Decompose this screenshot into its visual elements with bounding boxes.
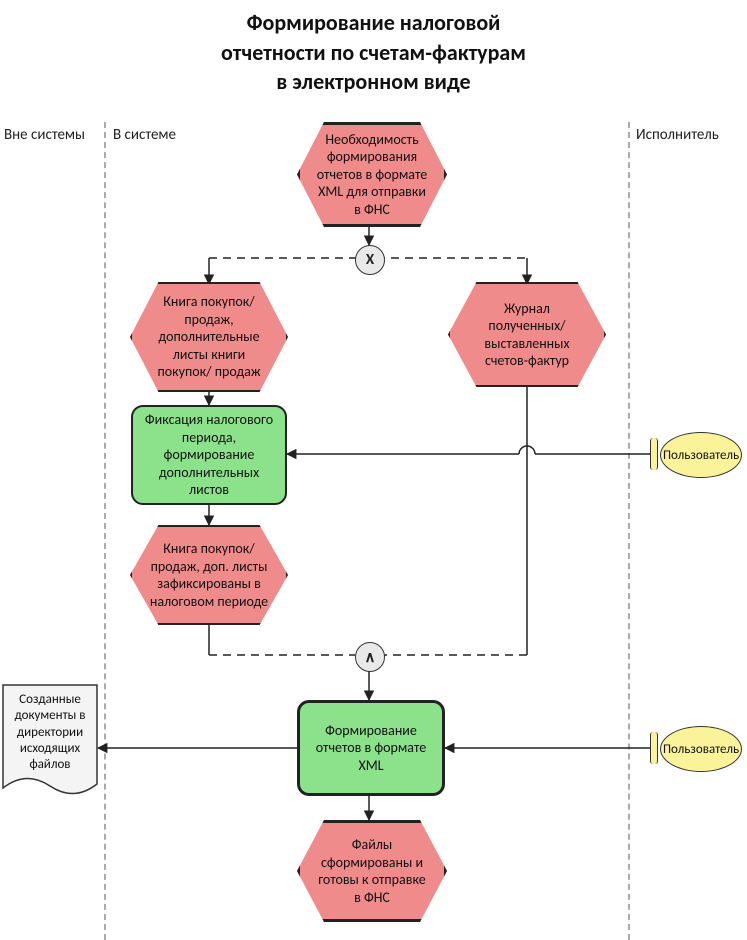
event-journal: Журнал полученных/ выставленных счетов-ф… (448, 282, 606, 387)
title-line2: отчетности по счетам-фактурам (221, 39, 526, 66)
event-fixed: Книга покупок/ продаж, доп. листы зафикс… (130, 525, 288, 625)
document-output-text: Созданные документы в директории исходящ… (15, 692, 86, 772)
lane-border-1 (104, 122, 106, 940)
process-tax-period: Фиксация налогового периода, формировани… (131, 405, 287, 505)
document-output: Созданные документы в директории исходящ… (2, 684, 98, 800)
lane-label-executor: Исполнитель (636, 126, 719, 144)
title-line3: в электронном виде (276, 68, 470, 95)
gateway-and-symbol: ∧ (365, 648, 376, 667)
event-end-text: Файлы сформированы и готовы к отправке в… (316, 836, 428, 906)
lane-border-2 (628, 122, 630, 940)
process-tax-period-text: Фиксация налогового периода, формировани… (143, 411, 275, 499)
event-fixed-text: Книга покупок/ продаж, доп. листы зафикс… (148, 540, 270, 610)
actor-user-1: Пользователь (660, 432, 742, 478)
gateway-and: ∧ (355, 642, 385, 672)
event-books-text: Книга покупок/ продаж, дополнительные ли… (148, 293, 270, 381)
title-line1: Формирование налоговой (247, 9, 501, 36)
gateway-xor: X (355, 245, 385, 275)
lane-label-outside: Вне системы (4, 126, 85, 144)
event-books: Книга покупок/ продаж, дополнительные ли… (130, 282, 288, 392)
process-form-xml-text: Формирование отчетов в формате XML (310, 722, 432, 775)
gateway-xor-symbol: X (366, 251, 374, 269)
actor-user-2-label: Пользователь (663, 742, 739, 757)
process-form-xml: Формирование отчетов в формате XML (297, 700, 445, 796)
event-end: Файлы сформированы и готовы к отправке в… (297, 820, 447, 922)
diagram-title: Формирование налоговой отчетности по сче… (0, 8, 747, 97)
actor-user-1-label: Пользователь (663, 448, 739, 463)
event-journal-text: Журнал полученных/ выставленных счетов-ф… (466, 300, 588, 370)
lane-label-inside: В системе (113, 126, 176, 144)
actor-user-2: Пользователь (660, 726, 742, 772)
event-start-text: Необходимость формирования отчетов в фор… (316, 131, 428, 219)
event-start: Необходимость формирования отчетов в фор… (297, 122, 447, 227)
